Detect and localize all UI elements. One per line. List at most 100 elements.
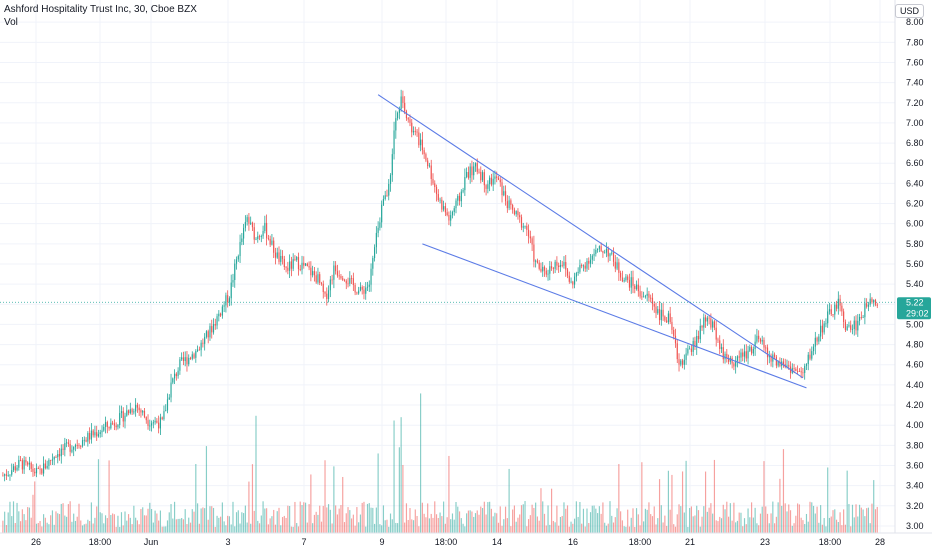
candle-body <box>112 422 114 424</box>
volume-bar <box>704 471 707 533</box>
volume-bar <box>432 517 434 533</box>
candle-body <box>365 287 367 294</box>
volume-bar <box>64 515 66 533</box>
candle-body <box>227 295 229 303</box>
candle-body <box>706 317 708 322</box>
volume-bar <box>605 525 608 533</box>
volume-bar <box>414 509 416 533</box>
candle-body <box>662 309 664 317</box>
candle-body <box>694 340 696 347</box>
volume-bar <box>628 526 631 533</box>
volume-bar <box>418 526 420 533</box>
trendlines[interactable] <box>377 94 807 389</box>
candle-body <box>251 222 254 228</box>
trendline[interactable] <box>377 94 804 379</box>
volume-bar <box>681 471 684 533</box>
bar-countdown: 29:02 <box>906 308 929 318</box>
volume-bar <box>412 520 415 533</box>
candle-body <box>156 420 158 423</box>
candlesticks <box>2 89 878 482</box>
candle-body <box>441 199 443 210</box>
volume-bar <box>671 474 673 533</box>
candle-body <box>402 96 404 103</box>
candle-body <box>678 359 680 365</box>
currency-button[interactable]: USD <box>894 4 924 18</box>
candle-body <box>782 361 785 365</box>
volume-bar <box>848 504 850 533</box>
candle-body <box>862 317 864 318</box>
volume-bar <box>471 511 473 533</box>
volume-bar <box>39 521 41 533</box>
volume-bar <box>27 507 29 533</box>
volume-bar <box>533 507 535 533</box>
candle-body <box>869 298 871 305</box>
candle-body <box>660 309 662 321</box>
volume-bar <box>712 513 714 533</box>
time-axis[interactable]: 26 18:00 Jun 3 7 9 18:00 14 16 18:00 21 23 18:00 28 <box>31 537 885 547</box>
volume-bar <box>464 526 466 533</box>
x-tick-label: 18:00 <box>89 537 112 547</box>
volume-bar <box>582 508 585 533</box>
volume-bar <box>481 508 484 533</box>
candle-body <box>464 177 466 191</box>
volume-bar <box>697 510 700 533</box>
volume-bar <box>227 515 229 533</box>
volume-bar <box>101 513 103 533</box>
volume-bar <box>466 513 468 533</box>
candle-body <box>331 279 333 281</box>
candle-body <box>209 326 211 338</box>
candle-body <box>173 373 176 379</box>
candle-body <box>117 424 119 428</box>
candle-body <box>366 286 369 288</box>
y-tick-label: 6.40 <box>906 178 924 188</box>
candle-body <box>235 259 238 264</box>
last-price-value: 5.22 <box>906 297 924 307</box>
candle-body <box>506 201 508 209</box>
volume-legend[interactable]: Vol <box>4 17 18 28</box>
volume-bar <box>342 476 344 533</box>
volume-bar <box>830 516 832 533</box>
candle-body <box>545 270 547 275</box>
candle-body <box>547 273 549 275</box>
volume-bar <box>735 522 737 533</box>
candle-body <box>409 119 411 123</box>
volume-bar <box>823 518 825 533</box>
chart-title[interactable]: Ashford Hospitality Trust Inc, 30, Cboe … <box>4 4 197 15</box>
candle-body <box>797 370 799 372</box>
volume-bar <box>276 511 278 533</box>
volume-bar <box>816 506 818 533</box>
candle-body <box>294 259 296 260</box>
volume-bar <box>655 524 657 533</box>
candle-body <box>108 426 110 429</box>
candle-body <box>563 262 565 266</box>
volume-bar <box>752 517 754 533</box>
candle-body <box>448 215 450 221</box>
volume-bar <box>513 505 515 533</box>
y-tick-label: 5.40 <box>906 279 924 289</box>
volume-bar <box>232 501 234 533</box>
candle-body <box>777 361 779 366</box>
volume-bar <box>395 522 397 533</box>
candle-body <box>742 352 744 357</box>
volume-bar <box>379 524 381 533</box>
volume-bar <box>630 517 632 533</box>
candle-body <box>25 459 27 463</box>
candle-body <box>460 191 462 202</box>
candle-body <box>430 165 432 179</box>
candle-body <box>138 407 140 411</box>
volume-bar <box>306 522 308 533</box>
volume-bar <box>812 505 815 533</box>
candle-body <box>345 280 347 284</box>
trendline[interactable] <box>422 243 807 389</box>
volume-bar <box>253 510 255 533</box>
candle-body <box>825 323 827 325</box>
volume-bar <box>292 526 294 533</box>
candle-body <box>696 335 698 347</box>
candle-body <box>685 353 687 360</box>
candle-body <box>673 329 675 336</box>
volume-bar <box>600 513 602 533</box>
candle-body <box>37 468 39 469</box>
candle-body <box>55 457 57 458</box>
candle-body <box>388 183 390 196</box>
